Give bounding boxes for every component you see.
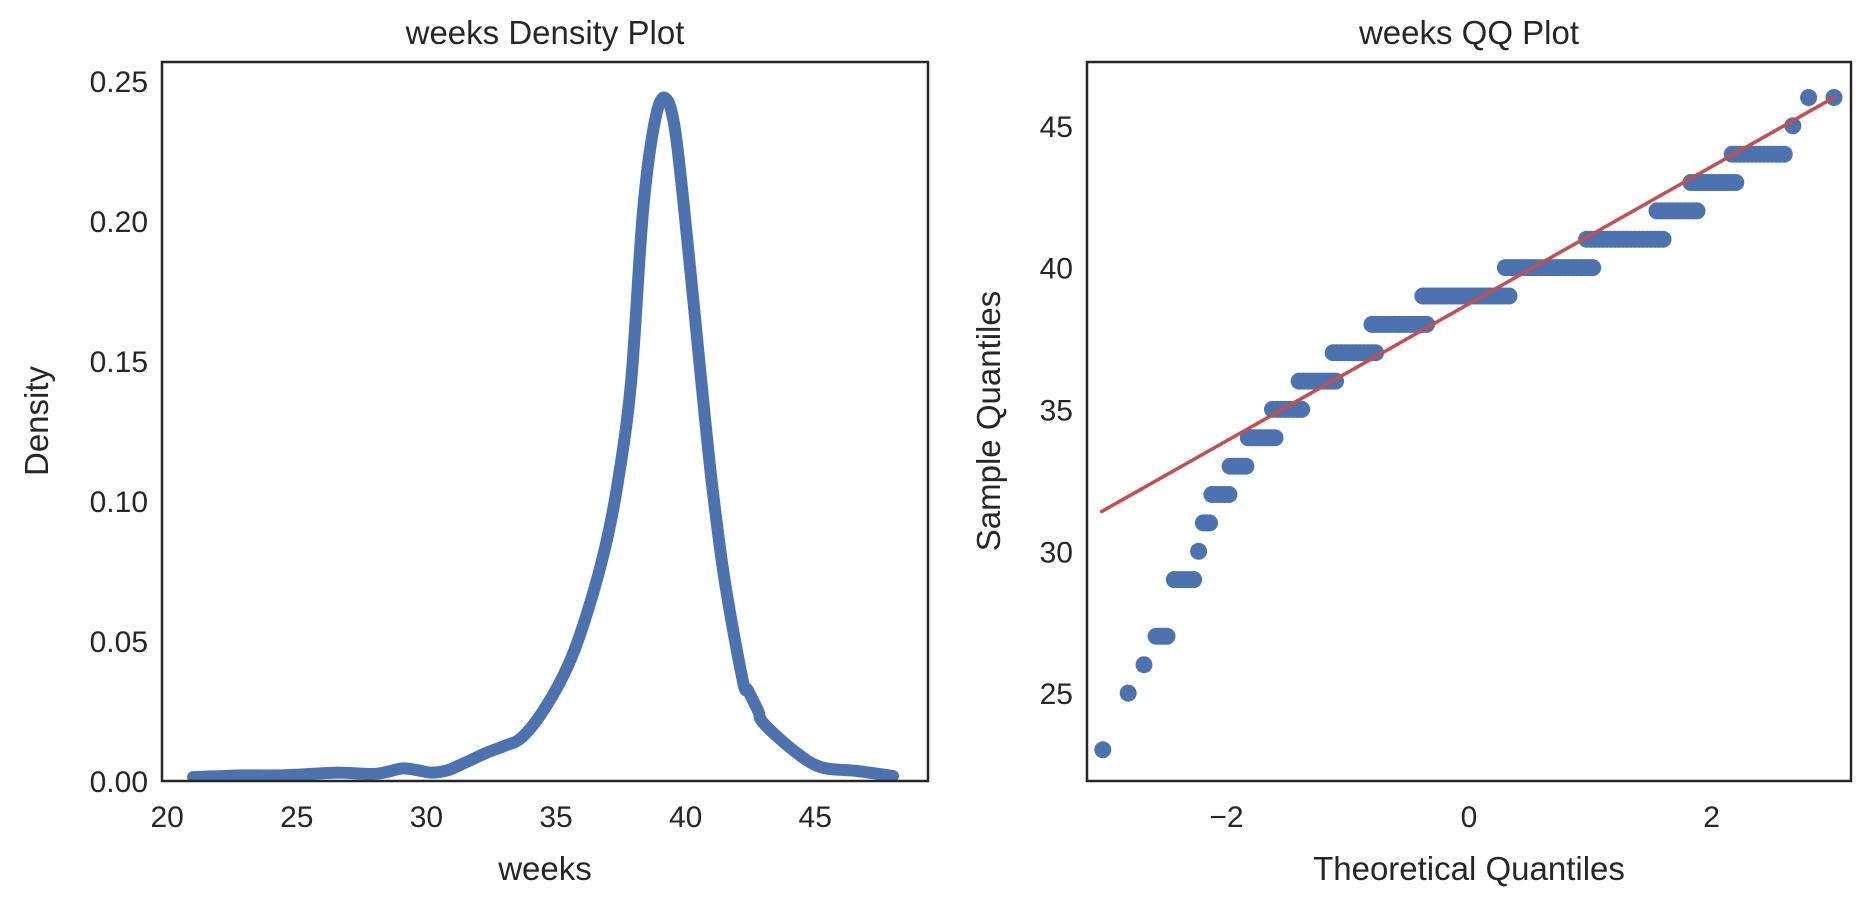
density-plot-ytick-label: 0.15 xyxy=(90,346,148,379)
qq-plot-marks xyxy=(1094,89,1843,759)
qq-sample-point xyxy=(1158,627,1176,645)
qq-plot-xtick-label: 0 xyxy=(1461,801,1478,834)
density-plot-ytick-label: 0.00 xyxy=(90,766,148,799)
density-plot-ytick-label: 0.25 xyxy=(90,66,148,99)
qq-sample-point xyxy=(1800,89,1818,106)
qq-sample-point xyxy=(1584,259,1602,277)
density-plot-ylabel: Density xyxy=(18,365,55,476)
qq-plot-ytick-label: 25 xyxy=(1040,678,1073,711)
density-plot-xtick-label: 20 xyxy=(150,801,183,834)
qq-plot-ytick-label: 35 xyxy=(1040,394,1073,427)
density-plot-ytick-label: 0.20 xyxy=(90,206,148,239)
qq-sample-point xyxy=(1185,571,1203,589)
density-plot-ytick-label: 0.10 xyxy=(90,486,148,519)
density-plot-ticks: 20 25 30 35 40 45 0.00 0.05 0.10 0.15 0.20 0.25 xyxy=(90,66,832,834)
density-plot-title: weeks Density Plot xyxy=(405,14,685,51)
qq-plot-frame xyxy=(1085,60,1853,783)
density-plot-marks xyxy=(187,91,899,781)
qq-plot-ylabel: Sample Quantiles xyxy=(970,291,1007,551)
qq-plot-ticks: −2 0 2 25 30 35 40 45 xyxy=(1040,111,1720,834)
qq-plot-ytick-label: 30 xyxy=(1040,536,1073,569)
qq-plot-ytick-label: 45 xyxy=(1040,111,1073,144)
qq-sample-point xyxy=(1654,230,1672,248)
qq-sample-point xyxy=(1119,684,1137,702)
qq-sample-point xyxy=(1266,429,1284,447)
qq-sample-point xyxy=(1775,145,1793,163)
qq-sample-point xyxy=(1293,400,1311,418)
qq-sample-point xyxy=(1688,202,1706,220)
qq-plot-ytick-label: 40 xyxy=(1040,253,1073,286)
qq-sample-point xyxy=(1135,656,1153,674)
density-curve xyxy=(187,91,899,781)
qq-plot-xtick-label: −2 xyxy=(1209,801,1243,834)
qq-plot-xlabel: Theoretical Quantiles xyxy=(1313,850,1625,887)
density-plot-xtick-label: 35 xyxy=(539,801,572,834)
qq-plot-axes: weeks QQ Plot −2 0 2 25 30 35 40 45 Theoretical… xyxy=(970,14,1853,887)
qq-sample-point xyxy=(1367,344,1385,362)
density-plot-xtick-label: 25 xyxy=(280,801,313,834)
qq-sample-point xyxy=(1500,287,1518,305)
density-plot-xtick-label: 30 xyxy=(410,801,443,834)
qq-sample-point xyxy=(1190,542,1208,560)
qq-sample-point xyxy=(1201,514,1218,532)
qq-sample-point xyxy=(1727,174,1745,191)
qq-sample-point xyxy=(1237,457,1255,475)
density-plot-axes: weeks Density Plot 20 25 30 35 40 45 0.00 0.05 0… xyxy=(18,14,930,887)
density-plot-frame xyxy=(160,60,930,783)
qq-sample-point xyxy=(1220,486,1238,503)
qq-plot-title: weeks QQ Plot xyxy=(1358,14,1579,51)
qq-reference-line xyxy=(1099,95,1836,514)
density-plot-ytick-label: 0.05 xyxy=(90,626,148,659)
density-plot-xlabel: weeks xyxy=(497,850,592,887)
qq-plot-xtick-label: 2 xyxy=(1703,801,1720,834)
density-plot-xtick-label: 45 xyxy=(799,801,832,834)
density-plot-xtick-label: 40 xyxy=(669,801,702,834)
qq-sample-point xyxy=(1094,741,1112,759)
